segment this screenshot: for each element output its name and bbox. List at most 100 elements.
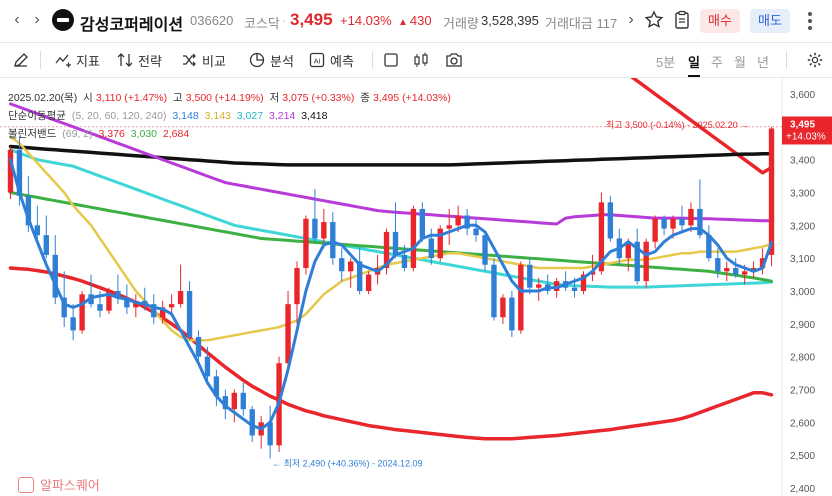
current-price: 3,495 [290,10,333,29]
star-icon[interactable] [644,10,666,32]
series-line-60 [9,148,773,289]
back-icon[interactable]: ‹ [14,11,20,28]
period-year[interactable]: 년 [757,55,769,70]
y-axis-tick-label: 3,400 [790,156,815,167]
candlestick-button[interactable] [412,43,434,77]
buy-button[interactable]: 매수 [700,9,740,33]
candle-body [715,258,721,272]
candle-body [267,422,273,446]
candle-body [527,264,533,288]
square-icon [384,53,398,67]
more-options-icon[interactable] [808,10,814,30]
trade-amount-label: 거래대금 117 [545,16,618,31]
ma-params: (5, 20, 60, 120, 240) [71,110,167,122]
compare-icon [183,53,196,67]
candle-body [482,235,488,265]
svg-text:AI: AI [314,59,321,66]
stock-name: 감성코퍼레이션 [80,17,184,34]
candle-body [697,208,703,236]
candle-body [52,254,58,298]
candle-body [16,149,23,196]
compare-button[interactable]: 비교 [180,43,226,77]
candle-body [661,218,667,229]
scroll-right-icon[interactable]: › [628,11,634,28]
candle-body [473,228,479,236]
legend-date: 2025.02.20(목) [8,92,78,104]
period-5min[interactable]: 5분 [656,55,676,70]
candle-body [553,281,560,291]
y-axis-tick-label: 3,000 [790,287,815,298]
y-axis-tick-label: 3,300 [790,189,815,200]
candle-body [294,268,300,305]
watermark-text: 알파스퀘어 [40,478,100,493]
candle-body [151,304,157,318]
period-day[interactable]: 일 [688,52,700,77]
forward-icon[interactable]: › [34,11,40,28]
current-price-tag [782,116,832,145]
chart-toolbar: 지표 전략 비교 분석 AI 예측 5분 일 주 월 년 [0,43,832,78]
candle-body [491,264,497,318]
candlestick-chart[interactable]: 3,6003,5003,4003,3003,2003,1003,0002,900… [0,78,832,496]
series-line-bb_lower [8,266,774,441]
candle-body [428,238,434,259]
chart-type-square-button[interactable] [382,43,404,77]
period-week[interactable]: 주 [711,55,723,70]
ma120-value: 3,214 [269,110,296,122]
candle-body [437,228,443,259]
indicator-icon [55,54,71,68]
y-axis-tick-label: 2,700 [790,386,815,397]
candle-body [401,254,408,269]
sell-button[interactable]: 매도 [750,9,790,33]
current-price-tag-value: 3,495 [790,119,815,130]
bb-legend[interactable]: 볼린저밴드 (69, 2) 3,376 3,030 2,684 [8,126,192,141]
candle-body [518,264,524,331]
candle-body [643,241,649,282]
current-price-tag-pct: +14.03% [786,131,826,142]
candle-body [706,235,712,259]
legend-low-value: 3,075 (+0.33%) [282,92,355,104]
ohlc-legend: 2025.02.20(목) 시 3,110 (+1.47%) 고 3,500 (+1… [8,90,454,105]
volume-value: 3,528,395 [481,13,539,28]
candle-body [688,208,694,226]
y-axis-tick-label: 2,900 [790,320,815,331]
candle-body [455,215,461,226]
analysis-label: 분석 [270,53,294,69]
analysis-button[interactable]: 분석 [248,43,294,77]
screenshot-button[interactable] [445,43,467,77]
candle-body [186,291,193,337]
indicator-button[interactable]: 지표 [54,43,100,77]
series-line-240 [8,144,774,167]
period-month[interactable]: 월 [734,55,746,70]
draw-tool-button[interactable] [12,43,34,77]
legend-open-label: 시 [83,92,93,104]
y-axis-tick-label: 3,200 [790,221,815,232]
candle-body [177,291,184,305]
candle-body [768,128,775,255]
clipboard-icon[interactable] [672,10,694,32]
candle-body [79,294,85,331]
ma60-value: 3,027 [236,110,264,122]
candle-body [419,208,426,239]
change-amount: 430 [398,13,432,28]
y-axis-tick-label: 3,100 [790,254,815,265]
ma-legend[interactable]: 단순이동평균 (5, 20, 60, 120, 240) 3,148 3,143… [8,108,330,123]
settings-button[interactable] [806,43,828,77]
legend-low-label: 저 [269,92,280,104]
candle-body [339,258,345,272]
price-chart[interactable]: 3,6003,5003,4003,3003,2003,1003,0002,900… [0,78,832,496]
high-annotation: 최고 3,500 (-0.14%) - 2025.02.20 → [606,120,749,130]
candle-body [536,284,542,288]
y-axis-background [782,78,832,496]
candle-body [392,231,399,255]
candle-body [580,274,587,291]
market-label: 코스닥 [244,16,280,31]
candle-body [231,392,237,410]
y-axis-tick-label: 2,400 [790,484,815,495]
strategy-icon [117,53,133,67]
y-axis-tick-label: 2,500 [790,451,815,462]
analysis-icon [249,52,265,68]
candle-body [312,218,318,239]
predict-button[interactable]: AI 예측 [308,43,354,77]
strategy-button[interactable]: 전략 [116,43,162,77]
ai-icon: AI [309,52,325,68]
